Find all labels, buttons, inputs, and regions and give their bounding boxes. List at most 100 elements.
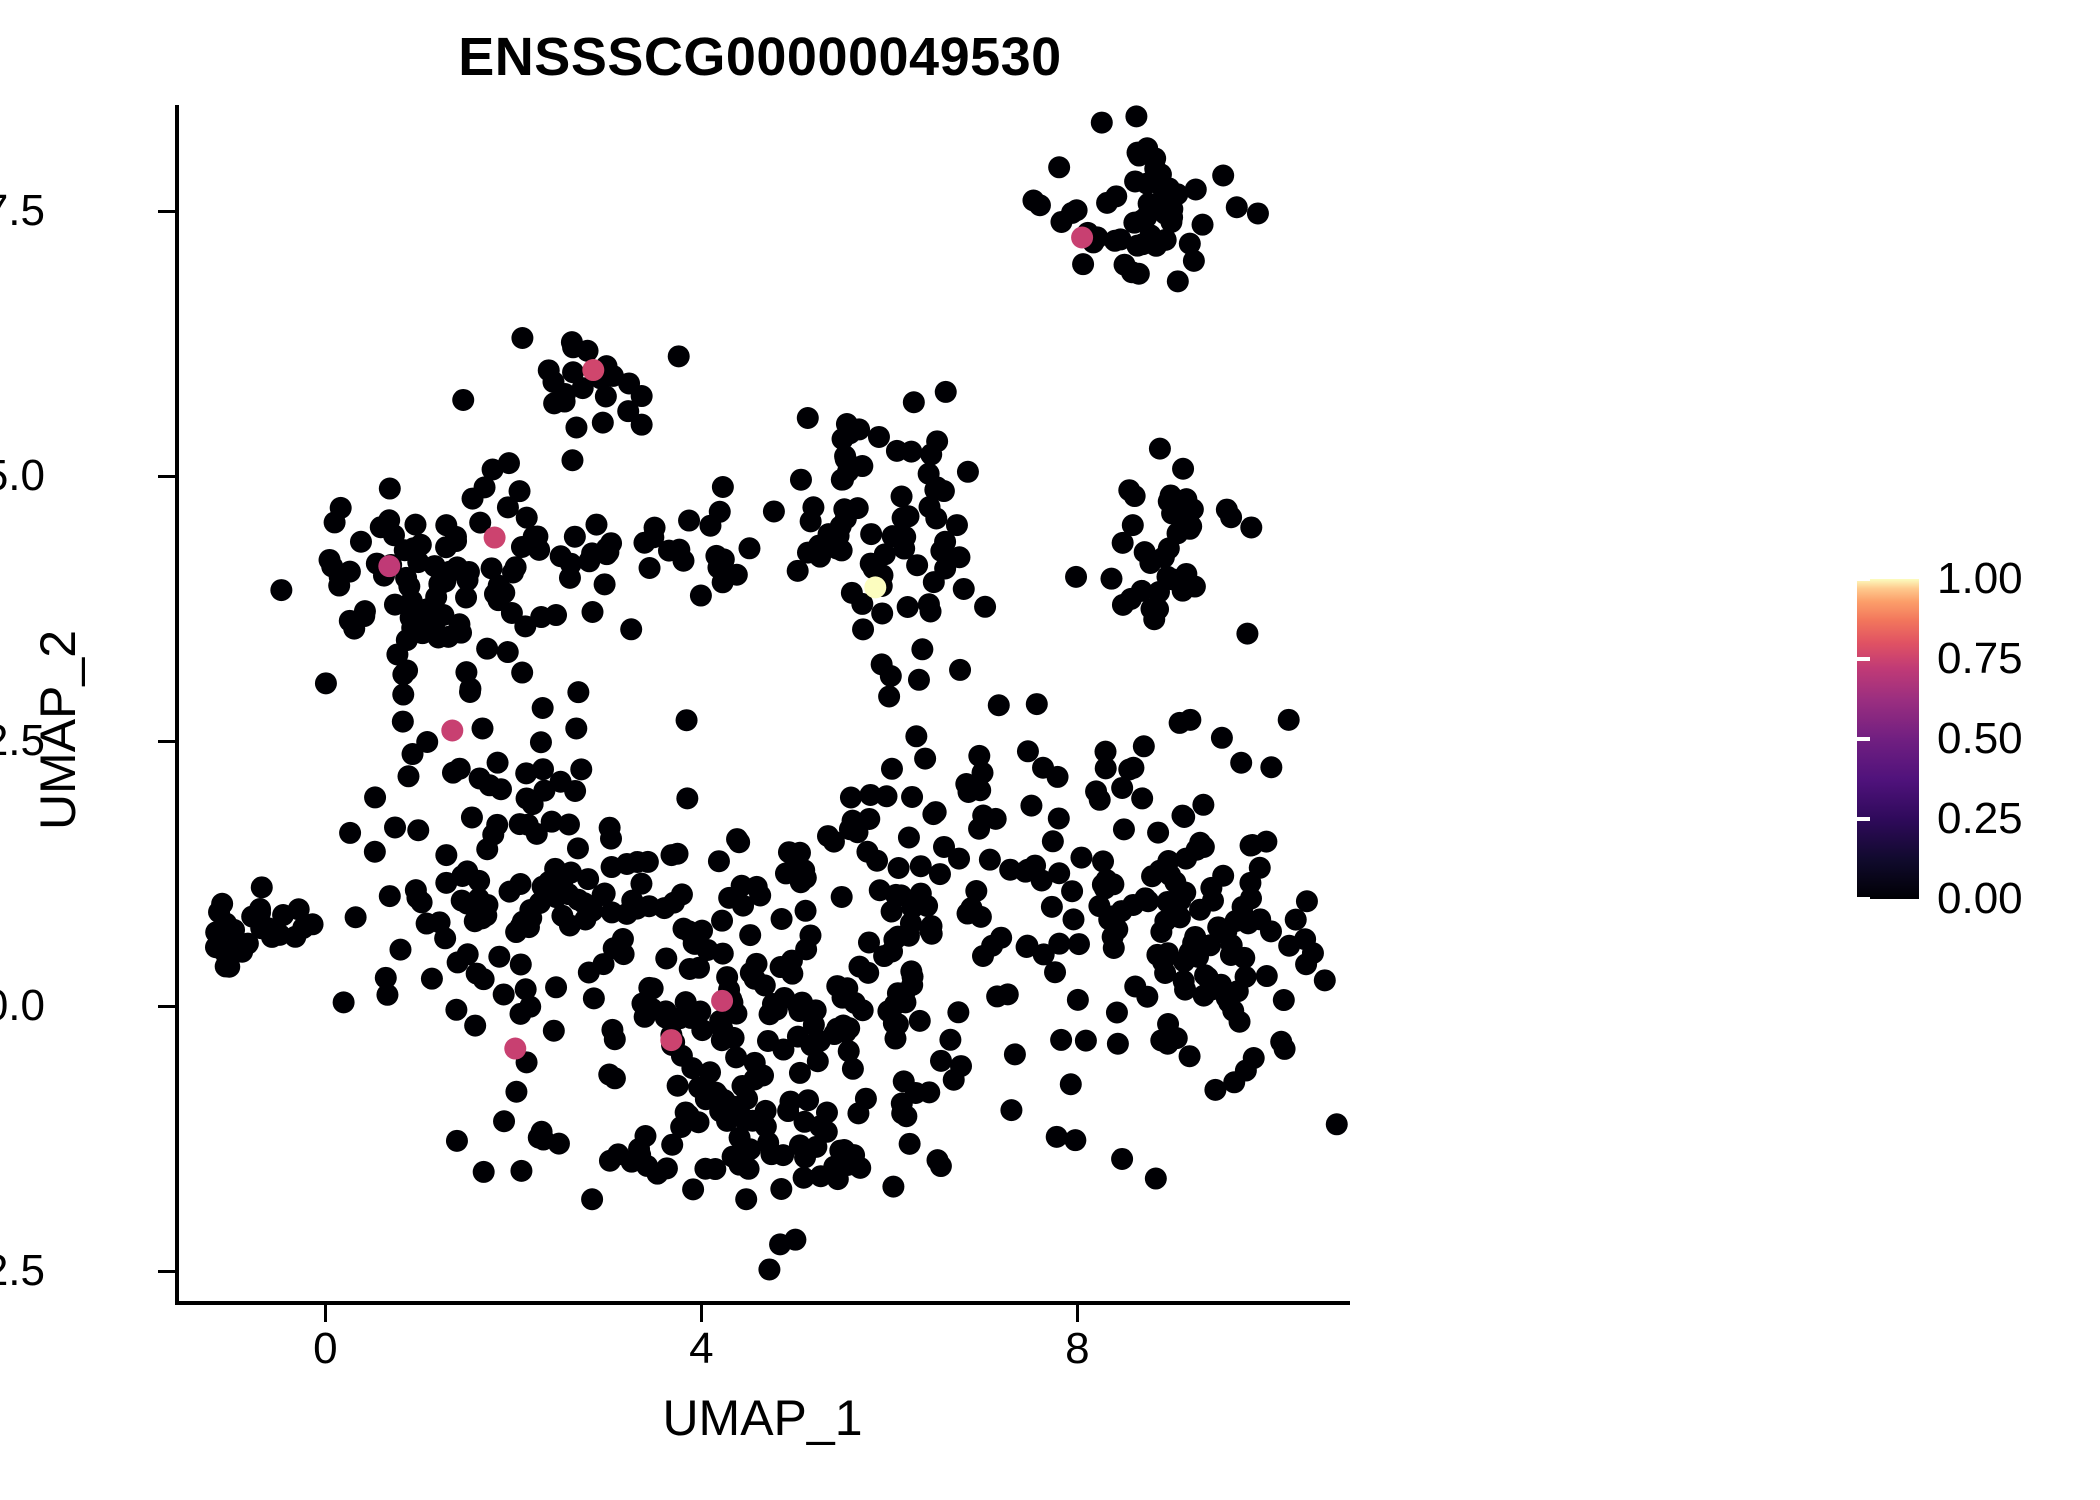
scatter-point <box>376 983 399 1006</box>
colorbar-tick-mark <box>2074 817 2087 821</box>
scatter-point <box>829 1139 852 1162</box>
scatter-point <box>826 975 849 998</box>
scatter-point <box>774 862 797 885</box>
scatter-point <box>636 850 659 873</box>
scatter-point <box>1040 895 1063 918</box>
scatter-point <box>566 837 589 860</box>
scatter-point <box>867 425 890 448</box>
scatter-point <box>849 1156 872 1179</box>
scatter-point <box>769 1233 792 1256</box>
scatter-point <box>369 516 392 539</box>
scatter-point <box>557 813 580 836</box>
scatter-point <box>1178 1045 1201 1068</box>
scatter-point <box>471 717 494 740</box>
scatter-point <box>1157 1013 1180 1036</box>
scatter-point <box>510 1159 533 1182</box>
scatter-point <box>250 876 273 899</box>
scatter-point <box>699 1061 722 1084</box>
scatter-point <box>517 916 540 939</box>
x-tick-label: 8 <box>1065 1324 1090 1373</box>
scatter-point <box>284 925 307 948</box>
scatter-point <box>878 685 901 708</box>
scatter-point <box>561 449 584 472</box>
scatter-point <box>529 731 552 754</box>
scatter-point <box>476 893 499 916</box>
y-tick-label: 2.5 <box>0 716 45 766</box>
scatter-point <box>476 637 499 660</box>
scatter-point <box>965 879 988 902</box>
scatter-point <box>1144 157 1167 180</box>
scatter-point <box>464 1014 487 1037</box>
scatter-point <box>777 841 800 864</box>
scatter-point <box>670 1044 693 1067</box>
scatter-point <box>829 515 852 538</box>
scatter-point <box>903 893 926 916</box>
scatter-point <box>905 725 928 748</box>
scatter-point <box>398 575 421 598</box>
scatter-point <box>549 770 572 793</box>
scatter-point <box>392 683 415 706</box>
scatter-point <box>450 889 473 912</box>
scatter-point <box>930 540 953 562</box>
scatter-point <box>930 1049 952 1072</box>
scatter-point <box>934 380 957 403</box>
scatter-point <box>598 1063 621 1086</box>
scatter-point <box>653 897 676 920</box>
scatter-point <box>670 883 693 906</box>
scatter-point <box>1240 516 1263 539</box>
scatter-point <box>1050 1028 1073 1051</box>
scatter-point <box>1278 934 1301 957</box>
scatter-point <box>871 602 894 625</box>
scatter-point <box>743 1051 766 1074</box>
scatter-point <box>1094 757 1117 780</box>
scatter-point <box>515 787 538 810</box>
y-axis-title: UMAP_2 <box>30 629 86 831</box>
scatter-point <box>948 847 971 870</box>
scatter-point <box>815 1101 838 1124</box>
scatter-point <box>796 407 819 430</box>
scatter-point <box>514 615 537 638</box>
scatter-point <box>570 758 593 781</box>
scatter-point <box>1184 178 1207 201</box>
scatter-point <box>952 577 975 600</box>
scatter-point <box>875 785 898 808</box>
scatter-point <box>496 641 519 664</box>
scatter-point <box>272 904 295 927</box>
scatter-point <box>1047 807 1070 830</box>
scatter-point <box>1074 1029 1097 1052</box>
scatter-point <box>911 638 934 661</box>
scatter-point <box>1062 908 1085 931</box>
scatter-point <box>843 991 866 1014</box>
scatter-point <box>1295 890 1318 913</box>
scatter-point <box>594 385 617 408</box>
scatter-point <box>901 785 924 808</box>
scatter-point <box>668 1007 691 1030</box>
scatter-point <box>682 1178 705 1201</box>
scatter-point <box>611 928 634 951</box>
scatter-point <box>1032 943 1055 966</box>
scatter-point <box>531 696 554 719</box>
scatter-point <box>1111 776 1134 799</box>
scatter-point <box>1020 794 1043 817</box>
scatter-point <box>545 604 568 627</box>
y-tick-label: 0.0 <box>0 981 45 1031</box>
scatter-point <box>1228 1010 1251 1033</box>
scatter-point <box>448 757 471 780</box>
scatter-point <box>753 974 776 997</box>
scatter-point <box>558 914 581 937</box>
scatter-point <box>1048 932 1071 955</box>
scatter-point <box>532 758 554 781</box>
scatter-point <box>1234 1059 1257 1082</box>
scatter-point <box>1182 249 1205 272</box>
scatter-point <box>847 1102 870 1125</box>
scatter-point <box>793 1110 816 1133</box>
scatter-point <box>543 392 566 415</box>
scatter-point <box>835 413 858 436</box>
scatter-point <box>404 513 427 536</box>
colorbar-tick-mark <box>2074 737 2087 741</box>
scatter-point <box>1025 693 1048 716</box>
scatter-point <box>792 1166 815 1189</box>
scatter-point <box>420 967 443 990</box>
scatter-point <box>761 993 784 1015</box>
scatter-point <box>1189 898 1212 921</box>
